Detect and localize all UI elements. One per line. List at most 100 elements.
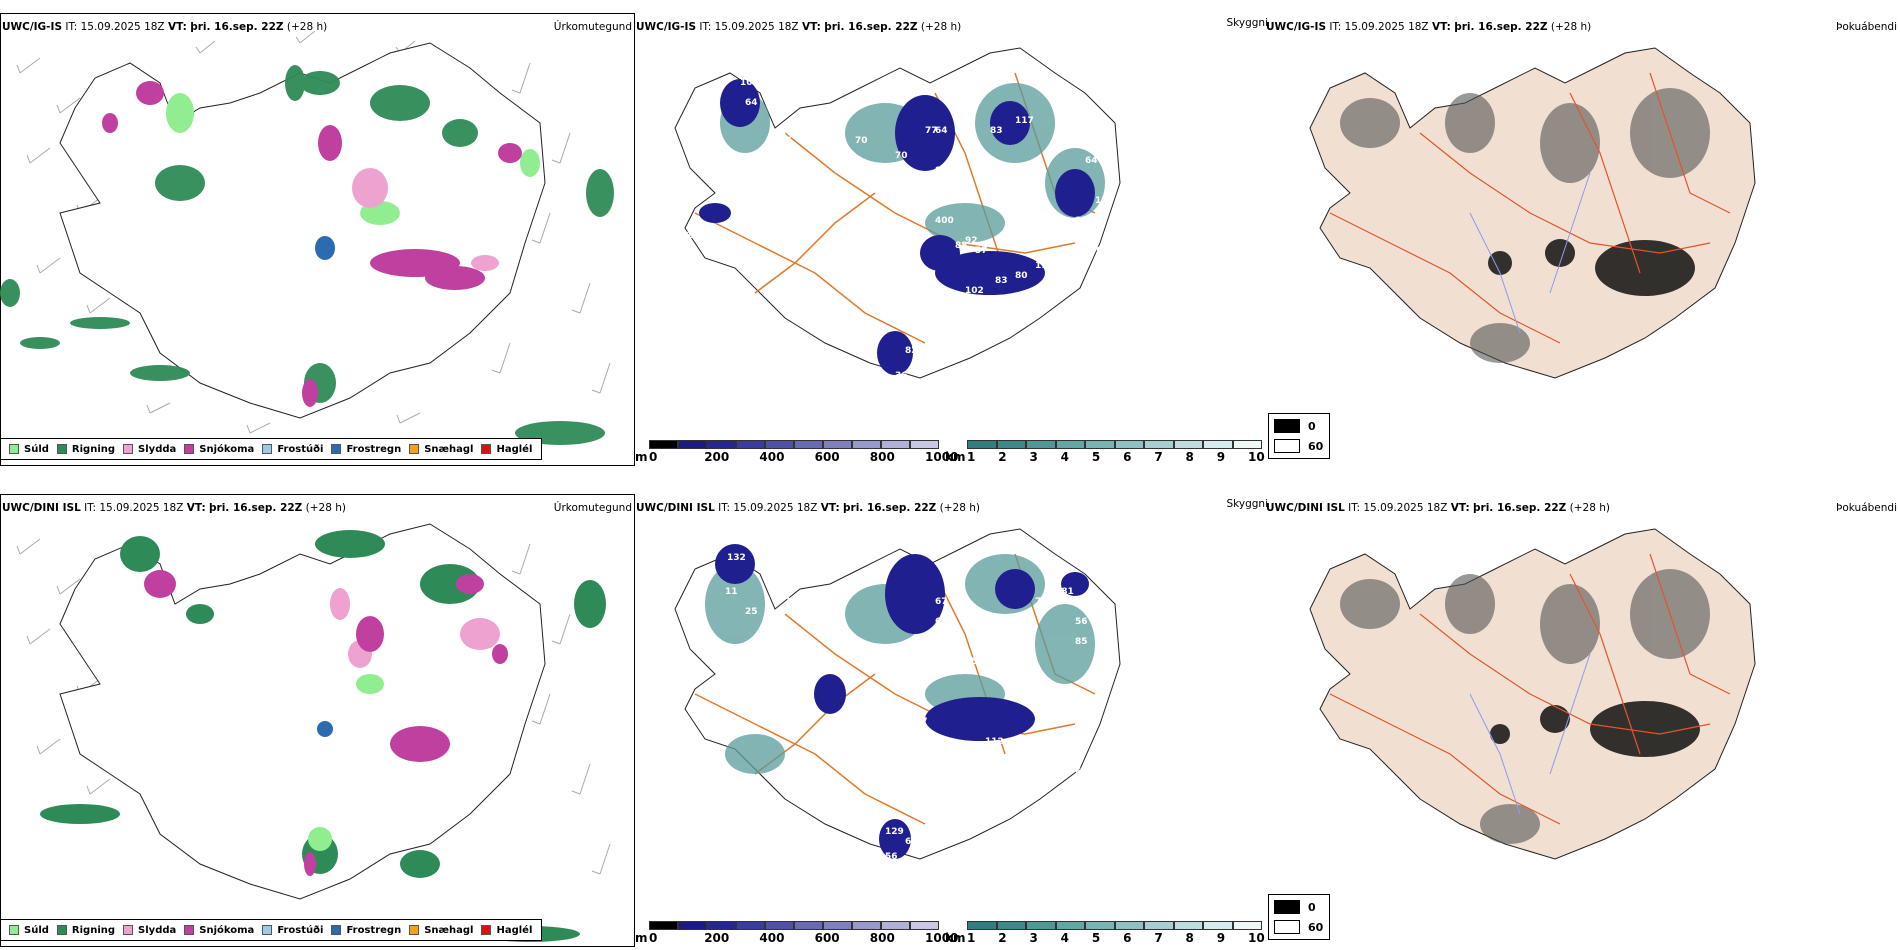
iceland-outline xyxy=(59,42,546,419)
visibility-value-label: 85 xyxy=(1075,637,1088,647)
visibility-value-label: 93 xyxy=(780,131,793,141)
low-cloud-fill xyxy=(715,544,1089,859)
row2-fog-lead: (+28 h) xyxy=(1569,502,1610,514)
visibility-value-label: 156 xyxy=(1025,777,1044,787)
precip-sleet xyxy=(352,168,499,271)
colorbar-segment xyxy=(881,921,910,930)
row1-fog-vt-value: þri. 16.sep. 22Z xyxy=(1454,21,1548,33)
visibility-value-label: 83 xyxy=(975,627,988,637)
legend-swatch xyxy=(184,925,195,935)
row1-vis-model: UWC/IG-IS xyxy=(636,21,697,33)
visibility-value-label: 56 xyxy=(885,852,898,862)
row2-panel2-title: Skyggni xyxy=(1226,498,1269,510)
visibility-value-label: 11 xyxy=(680,231,693,241)
fog-legend-swatch xyxy=(1274,439,1300,453)
legend-item: Frostúði xyxy=(262,444,323,455)
colorbar-tick: 0 xyxy=(649,450,658,464)
legend-item: Frostregn xyxy=(331,444,401,455)
legend-label: Snæhagl xyxy=(424,924,474,936)
colorbar-tick: 6 xyxy=(1123,931,1132,945)
precip-rain xyxy=(40,530,606,942)
legend-swatch xyxy=(262,444,273,454)
legend-label: Haglél xyxy=(496,924,533,936)
row1-vis-header: UWC/IG-IS IT: 15.09.2025 18Z VT: þri. 16… xyxy=(636,21,961,33)
row1-fog-lead: (+28 h) xyxy=(1550,21,1592,33)
row2-vt-label: VT: xyxy=(186,502,206,514)
legend-item: Haglél xyxy=(481,444,532,455)
fog-legend-row: 60 xyxy=(1274,920,1323,934)
row2-vis-it-value: 15.09.2025 18Z xyxy=(733,502,818,514)
legend-item: Súld xyxy=(9,925,49,936)
legend-label: Frostúði xyxy=(277,443,324,455)
legend-swatch xyxy=(9,444,19,454)
legend-label: Rigning xyxy=(71,443,116,455)
visibility-value-label: 106 xyxy=(1055,256,1074,266)
colorbar-tick: 3 xyxy=(1029,931,1038,945)
visibility-value-label: 57 xyxy=(975,246,988,256)
colorbar-segment xyxy=(1144,440,1174,449)
legend-label: Snjókoma xyxy=(199,443,255,455)
row2-precip-frame xyxy=(0,494,635,947)
fog-legend-row: 0 xyxy=(1274,419,1316,433)
legend-item: Rigning xyxy=(56,925,115,936)
visibility-value-label: 96 xyxy=(1055,126,1068,136)
colorbar-tick: 400 xyxy=(759,450,785,464)
visibility-value-label: 99 xyxy=(975,757,988,767)
fog-legend-swatch xyxy=(1274,419,1300,433)
row1-visibility-panel: 105 64 93 73 89 16 70 70 77 85 64 66 83 117 96 64 95 92 52… xyxy=(635,13,1270,466)
visibility-value-label: 25 xyxy=(745,607,758,617)
row1-fog-map xyxy=(1309,47,1756,379)
row1-it-label: IT: xyxy=(65,21,78,33)
colorbar-segment xyxy=(996,440,1026,449)
row2-vis-vt-label: VT: xyxy=(820,502,840,514)
row1-vis-lead: (+28 h) xyxy=(920,21,962,33)
precip-sleet xyxy=(330,588,500,668)
row1-visibility-map: 105 64 93 73 89 16 70 70 77 85 64 66 83 117 96 64 95 92 52… xyxy=(674,47,1121,381)
visibility-value-label: 64 xyxy=(1085,156,1098,166)
fog-legend-row: 0 xyxy=(1274,900,1316,914)
row2-visibility-colorbar: km 1 2 3 4 5 6 7 8 9 10 xyxy=(945,921,1270,947)
row1-precip-map xyxy=(0,30,614,445)
row1-it-value: 15.09.2025 18Z xyxy=(80,21,165,33)
roads xyxy=(1329,553,1731,825)
colorbar-unit: m xyxy=(635,450,648,464)
legend-label: Haglél xyxy=(496,443,533,455)
row2-fog-it-value: 15.09.2025 18Z xyxy=(1363,502,1448,514)
visibility-value-label: 21 xyxy=(785,647,798,657)
colorbar-tick: 5 xyxy=(1091,450,1101,464)
row1-panel1-title: Úrkomutegund xyxy=(553,21,632,33)
legend-item: Frostregn xyxy=(331,925,401,936)
visibility-value-label: 70 xyxy=(895,151,908,161)
colorbar-segment xyxy=(823,440,852,449)
visibility-value-label: 77 xyxy=(925,126,938,136)
legend-label: Slydda xyxy=(138,443,177,455)
legend-swatch xyxy=(331,444,342,454)
colorbar-tick: 800 xyxy=(869,931,895,945)
legend-item: Snæhagl xyxy=(409,925,473,936)
colorbar-segment xyxy=(649,921,678,930)
row1-panel3-title: Þokuábendi xyxy=(1836,21,1897,33)
visibility-value-label: 73 xyxy=(763,166,776,176)
legend-swatch xyxy=(56,444,67,454)
visibility-value-label: 60 xyxy=(1090,246,1103,256)
visibility-value-label: 67 xyxy=(935,597,948,607)
colorbar-tick: 8 xyxy=(1185,450,1194,464)
visibility-value-label: 66 xyxy=(1090,677,1103,687)
colorbar-segment xyxy=(823,921,852,930)
visibility-value-label: 95 xyxy=(1075,216,1088,226)
row1-panel2-title: Skyggni xyxy=(1226,17,1269,29)
colorbar-tick: 10 xyxy=(1248,931,1265,945)
colorbar-segment xyxy=(967,921,997,930)
colorbar-tick: 7 xyxy=(1154,450,1163,464)
precip-drizzle xyxy=(308,674,384,851)
colorbar-segment xyxy=(707,440,736,449)
row2-vis-lead: (+28 h) xyxy=(939,502,980,514)
legend-swatch xyxy=(262,925,273,935)
colorbar-tick: 1 xyxy=(967,450,976,464)
precip-snow xyxy=(144,570,508,876)
row2-fog-model: UWC/DINI ISL xyxy=(1266,502,1345,514)
visibility-value-label: 78 xyxy=(1005,747,1018,757)
colorbar-segment xyxy=(910,440,939,449)
visibility-value-label: 11 xyxy=(725,587,738,597)
fog-legend-swatch xyxy=(1274,900,1300,914)
